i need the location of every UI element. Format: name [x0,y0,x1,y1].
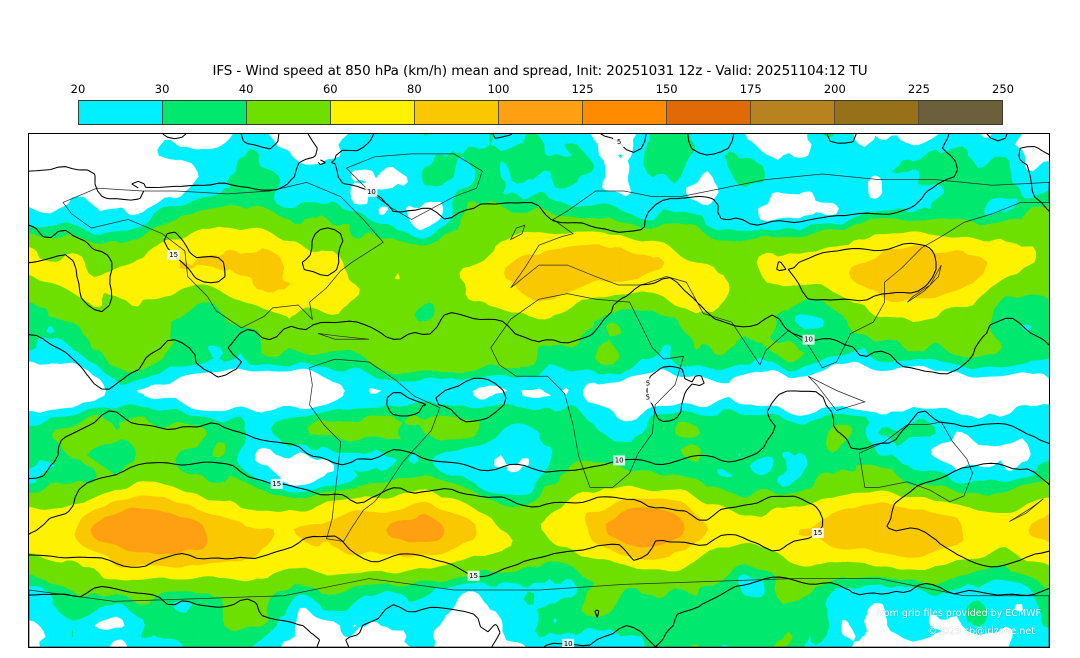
colorbar-band [247,101,331,124]
colorbar-tick-label: 80 [407,82,422,96]
contour-label-layer: 5 5 5 10 10 10 10 15 15 15 15 [167,137,824,647]
wind-speed-band [90,507,685,555]
svg-text:10: 10 [564,640,573,647]
colorbar-tick-label: 100 [487,82,510,96]
svg-text:15: 15 [272,480,281,488]
colorbar-tick-label: 20 [70,82,86,96]
svg-text:5: 5 [646,394,650,402]
colorbar-tick-label: 200 [823,82,846,96]
colorbar-tick-label: 30 [154,82,170,96]
credit-copyright: ©2025 sb@irizone.net [927,626,1035,637]
svg-text:10: 10 [367,188,376,196]
map-canvas: 5 5 5 10 10 10 10 15 15 15 15 [29,134,1049,647]
spread-contour [29,134,1049,647]
colorbar-legend: 20 30 40 60 80 100 125 150 175 200 225 250 [71,82,1014,128]
colorbar-band [751,101,835,124]
colorbar-band [835,101,919,124]
contour-label: 15 [167,250,180,261]
spread-contour [29,224,1049,578]
svg-text:15: 15 [469,572,478,580]
colorbar-tick-label: 150 [655,82,678,96]
colorbar-tick-label: 60 [322,82,338,96]
coastline [29,153,1049,647]
contour-label: 10 [802,334,815,345]
contour-label: 15 [811,528,824,539]
contour-label: 5 [641,392,654,403]
contour-label: 15 [467,570,480,581]
contour-label: 10 [613,455,626,466]
contour-label: 10 [562,638,575,647]
colorbar-band [919,101,1002,124]
wind-speed-shading [29,134,1049,647]
colorbar-tick-label: 225 [907,82,930,96]
colorbar-band [499,101,583,124]
coastline-layer [29,153,1049,647]
colorbar-band [667,101,751,124]
contour-label: 5 [641,378,654,389]
contour-label: 10 [365,186,378,197]
svg-text:15: 15 [169,251,178,259]
svg-text:10: 10 [615,456,624,464]
contour-label: 5 [613,137,626,148]
map-panel: 5 5 5 10 10 10 10 15 15 15 15 from grib files prov… [28,133,1050,648]
colorbar-band [79,101,163,124]
colorbar-band [583,101,667,124]
contour-label: 15 [270,478,283,489]
chart-title: IFS - Wind speed at 850 hPa (km/h) mean … [212,63,868,79]
svg-text:15: 15 [813,529,822,537]
colorbar-band [163,101,247,124]
colorbar-tick-label: 125 [571,82,594,96]
colorbar-tick-label: 175 [739,82,762,96]
colorbar-band [331,101,415,124]
svg-text:5: 5 [617,138,621,146]
svg-text:5: 5 [646,379,650,387]
colorbar-band [415,101,499,124]
svg-text:10: 10 [804,336,813,344]
colorbar-bands [78,100,1003,125]
credit-source: from grib files provided by ECMWF [876,608,1041,619]
colorbar-tick-label: 250 [992,82,1014,96]
colorbar-tick-labels: 20 30 40 60 80 100 125 150 175 200 225 250 [71,82,1014,98]
colorbar-tick-label: 40 [238,82,254,96]
